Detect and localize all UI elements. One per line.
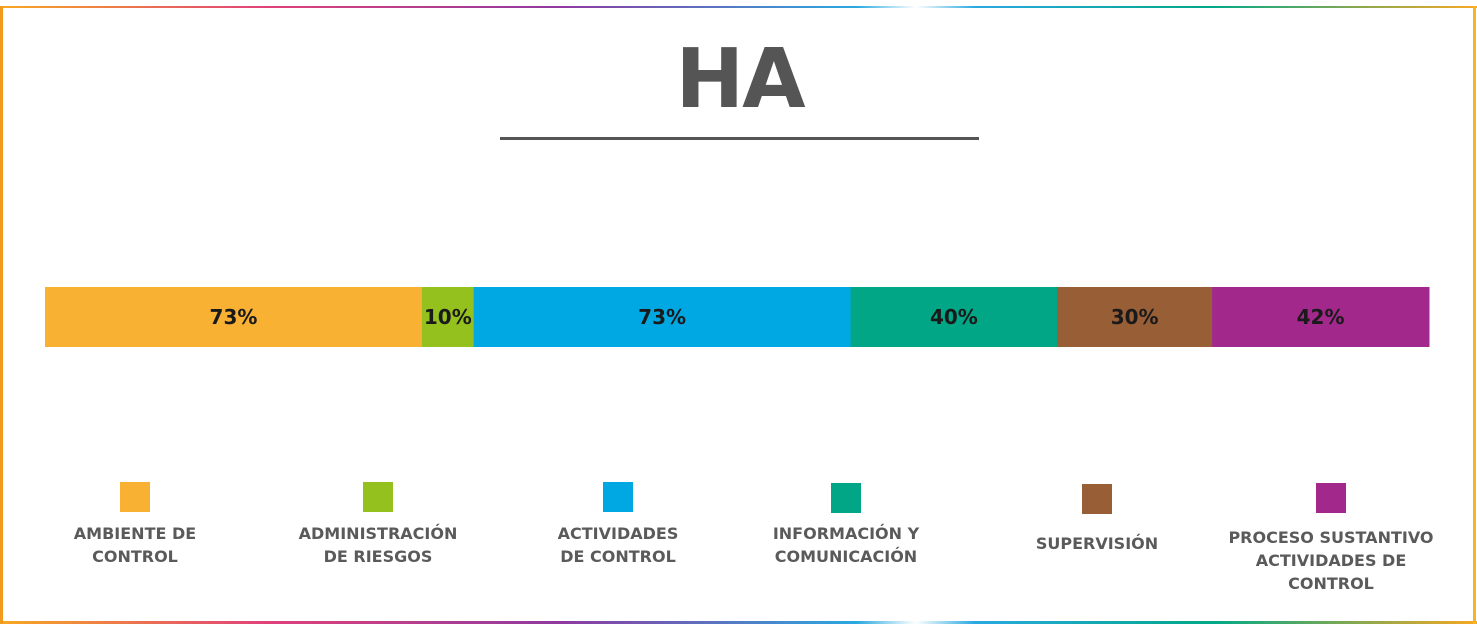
frame-top-border (0, 6, 1477, 8)
legend-label-6: PROCESO SUSTANTIVO ACTIVIDADES DE CONTRO… (1228, 528, 1434, 593)
bar-segment-6[interactable] (1212, 287, 1430, 347)
legend-swatch-1 (120, 482, 150, 512)
bar-segment-label-2: 10% (424, 305, 472, 329)
title-underline (500, 137, 979, 140)
bar-segment-5[interactable] (1057, 287, 1213, 347)
frame-left-border (0, 6, 3, 624)
frame-bottom-border (0, 621, 1477, 624)
legend-swatch-4 (831, 483, 861, 513)
legend-swatch-6 (1316, 483, 1346, 513)
legend-label-4: INFORMACIÓN Y COMUNICACIÓN (772, 524, 920, 566)
bar-segment-4[interactable] (850, 287, 1058, 347)
legend-swatch-2 (363, 482, 393, 512)
legend-swatch-5 (1082, 484, 1112, 514)
bar-segment-1[interactable] (45, 287, 423, 347)
legend-swatch-3 (603, 482, 633, 512)
bar-segment-2[interactable] (421, 287, 475, 347)
legend-label-3: ACTIVIDADES DE CONTROL (557, 524, 679, 566)
frame-right-border (1473, 6, 1476, 624)
legend-label-1: AMBIENTE DE CONTROL (73, 524, 197, 566)
legend-label-2: ADMINISTRACIÓN DE RIESGOS (298, 524, 458, 566)
bar-segment-label-5: 30% (1111, 305, 1159, 329)
bar-segment-label-4: 40% (930, 305, 978, 329)
legend-label-5: SUPERVISIÓN (1035, 534, 1159, 553)
bar-segment-label-3: 73% (638, 305, 686, 329)
bar-segment-label-6: 42% (1297, 305, 1345, 329)
chart-title: HA (675, 32, 805, 127)
bar-segment-label-1: 73% (210, 305, 258, 329)
bar-segment-3[interactable] (473, 287, 852, 347)
